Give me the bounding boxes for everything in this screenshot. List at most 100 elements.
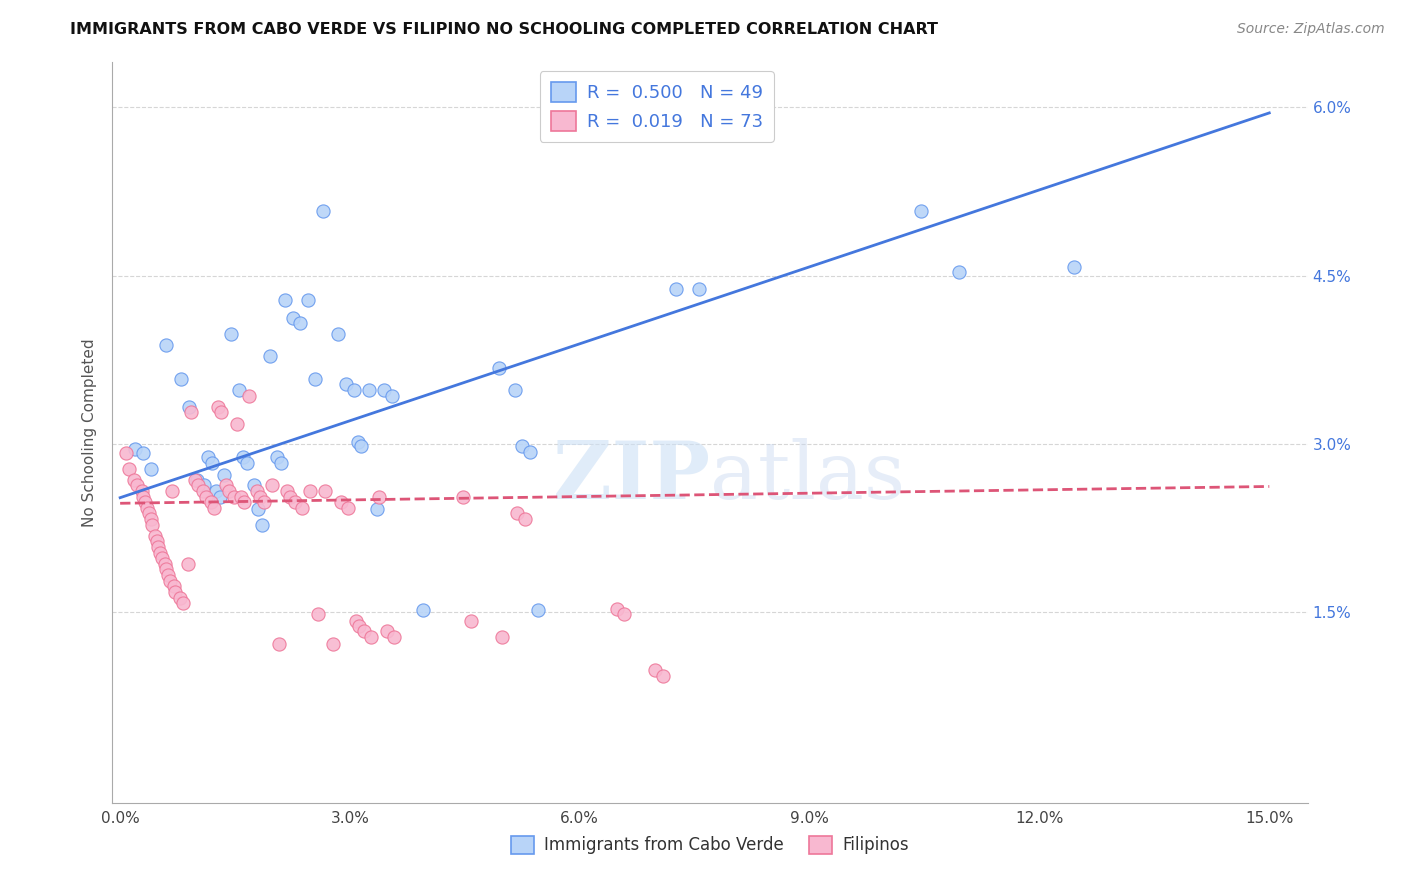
Point <box>225 417 247 431</box>
Point <box>172 596 194 610</box>
Y-axis label: No Schooling Completed: No Schooling Completed <box>82 338 97 527</box>
Point <box>384 630 406 644</box>
Point <box>519 444 541 458</box>
Point <box>201 456 224 470</box>
Point <box>506 507 529 521</box>
Point <box>191 483 214 498</box>
Text: IMMIGRANTS FROM CABO VERDE VS FILIPINO NO SCHOOLING COMPLETED CORRELATION CHART: IMMIGRANTS FROM CABO VERDE VS FILIPINO N… <box>70 22 938 37</box>
Point <box>148 540 170 554</box>
Point <box>222 490 245 504</box>
Point <box>118 461 141 475</box>
Point <box>205 483 228 498</box>
Point <box>274 293 297 308</box>
Point <box>215 478 238 492</box>
Point <box>149 546 172 560</box>
Point <box>122 473 145 487</box>
Point <box>125 478 148 492</box>
Point <box>322 636 344 650</box>
Point <box>513 512 536 526</box>
Point <box>155 338 177 352</box>
Point <box>253 495 276 509</box>
Point <box>347 618 370 632</box>
Point <box>232 450 254 465</box>
Point <box>170 372 193 386</box>
Point <box>381 389 404 403</box>
Point <box>176 557 198 571</box>
Point <box>512 439 534 453</box>
Point <box>233 495 256 509</box>
Point <box>688 282 710 296</box>
Point <box>218 483 240 498</box>
Point <box>141 517 163 532</box>
Point <box>299 483 322 498</box>
Text: atlas: atlas <box>710 438 905 516</box>
Point <box>412 603 434 617</box>
Point <box>162 483 183 498</box>
Point <box>169 591 191 605</box>
Point <box>328 326 350 341</box>
Point <box>526 603 548 617</box>
Point <box>247 502 270 516</box>
Point <box>194 490 217 504</box>
Point <box>1063 260 1085 274</box>
Point <box>250 517 273 532</box>
Point <box>235 456 257 470</box>
Point <box>291 500 314 515</box>
Point <box>948 265 970 279</box>
Point <box>375 624 398 639</box>
Point <box>219 326 242 341</box>
Point <box>184 473 207 487</box>
Point <box>208 490 231 504</box>
Point <box>284 495 307 509</box>
Point <box>132 490 155 504</box>
Point <box>150 551 173 566</box>
Point <box>664 282 686 296</box>
Point <box>281 311 304 326</box>
Point <box>270 456 292 470</box>
Point <box>136 500 159 515</box>
Point <box>260 478 283 492</box>
Point <box>193 478 215 492</box>
Point <box>146 534 169 549</box>
Point <box>266 450 288 465</box>
Point <box>212 468 235 483</box>
Point <box>187 478 209 492</box>
Point <box>353 624 375 639</box>
Point <box>359 383 381 397</box>
Point <box>153 557 176 571</box>
Point <box>337 500 360 515</box>
Point <box>613 607 636 622</box>
Point <box>460 614 482 628</box>
Point <box>278 490 301 504</box>
Point <box>488 360 510 375</box>
Point <box>115 446 138 460</box>
Point <box>606 601 628 615</box>
Point <box>186 473 208 487</box>
Point <box>243 478 266 492</box>
Point <box>297 293 319 308</box>
Point <box>143 529 166 543</box>
Point <box>503 383 526 397</box>
Point <box>202 500 225 515</box>
Legend: Immigrants from Cabo Verde, Filipinos: Immigrants from Cabo Verde, Filipinos <box>505 829 915 861</box>
Point <box>200 495 222 509</box>
Point <box>276 483 298 498</box>
Point <box>231 490 253 504</box>
Point <box>134 495 156 509</box>
Point <box>651 669 673 683</box>
Point <box>360 630 382 644</box>
Point <box>259 349 281 363</box>
Point <box>156 568 179 582</box>
Point <box>491 630 513 644</box>
Point <box>288 316 311 330</box>
Point <box>314 483 336 498</box>
Point <box>138 507 160 521</box>
Point <box>207 400 229 414</box>
Point <box>453 490 475 504</box>
Point <box>335 377 357 392</box>
Point <box>177 400 200 414</box>
Point <box>238 389 260 403</box>
Point <box>910 203 932 218</box>
Point <box>165 585 187 599</box>
Point <box>350 439 373 453</box>
